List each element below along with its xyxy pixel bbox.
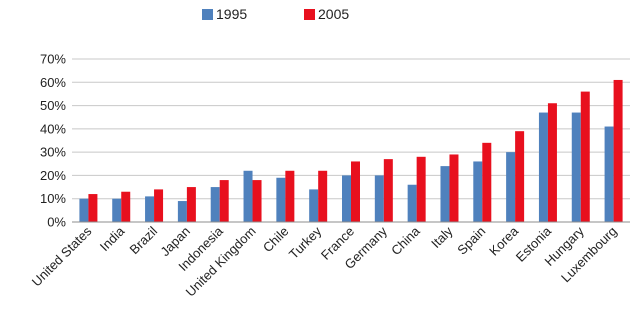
legend-label-1995: 1995 bbox=[216, 6, 247, 22]
bar-2005 bbox=[547, 103, 557, 222]
bar-2005 bbox=[154, 189, 164, 222]
bar-1995 bbox=[538, 112, 548, 222]
bar-1995 bbox=[604, 126, 614, 222]
bar-1995 bbox=[243, 170, 253, 222]
bar-1995 bbox=[177, 201, 187, 222]
bar-1995 bbox=[506, 152, 516, 222]
gridlines bbox=[72, 58, 630, 200]
bar-1995 bbox=[309, 189, 319, 222]
bar-2005 bbox=[121, 191, 131, 222]
bar-1995 bbox=[473, 161, 483, 222]
y-tick-label: 60% bbox=[40, 75, 66, 90]
y-tick-label: 20% bbox=[40, 168, 66, 183]
bar-2005 bbox=[416, 156, 426, 222]
bar-1995 bbox=[374, 175, 384, 222]
bar-1995 bbox=[440, 166, 450, 222]
y-tick-label: 0% bbox=[47, 215, 66, 230]
legend-swatch-2005 bbox=[304, 9, 315, 20]
bar-1995 bbox=[342, 175, 351, 222]
bar-2005 bbox=[252, 180, 262, 222]
bar-2005 bbox=[351, 161, 360, 222]
bar-2005 bbox=[383, 159, 393, 222]
legend: 1995 2005 bbox=[202, 6, 349, 22]
y-tick-label: 10% bbox=[40, 191, 66, 206]
bar-2005 bbox=[285, 170, 295, 222]
bar-2005 bbox=[219, 180, 229, 222]
bar-1995 bbox=[145, 196, 155, 222]
x-tick-label: Brazil bbox=[127, 223, 161, 257]
y-tick-label: 40% bbox=[40, 121, 66, 136]
x-axis-ticks: United States India BrazilJapanIndonesiaUn… bbox=[29, 223, 620, 300]
bar-2005 bbox=[318, 170, 328, 222]
bar-1995 bbox=[112, 198, 122, 222]
bar-2005 bbox=[88, 194, 98, 222]
bar-1995 bbox=[276, 177, 286, 222]
y-axis-ticks: 0% 10% 20% 30% 40% 50% 60% 70% bbox=[40, 52, 66, 230]
x-tick-label: United States bbox=[29, 223, 95, 289]
x-tick-label: Italy bbox=[428, 223, 456, 251]
legend-swatch-1995 bbox=[202, 9, 213, 20]
bar-2005 bbox=[580, 91, 590, 222]
legend-label-2005: 2005 bbox=[318, 6, 349, 22]
bars bbox=[79, 79, 623, 222]
bar-1995 bbox=[407, 184, 417, 222]
bar-2005 bbox=[449, 154, 459, 222]
x-tick-label: Turkey bbox=[286, 223, 325, 262]
y-tick-label: 70% bbox=[40, 52, 66, 67]
y-tick-label: 50% bbox=[40, 98, 66, 113]
bar-2005 bbox=[515, 131, 525, 222]
bar-2005 bbox=[186, 187, 196, 222]
bar-2005 bbox=[613, 79, 623, 222]
bar-1995 bbox=[571, 112, 581, 222]
y-tick-label: 30% bbox=[40, 145, 66, 160]
bar-1995 bbox=[79, 198, 89, 222]
x-tick-label: India bbox=[97, 223, 128, 254]
x-tick-label: Spain bbox=[454, 224, 488, 258]
bar-2005 bbox=[482, 142, 492, 222]
bar-1995 bbox=[210, 187, 220, 222]
x-tick-label: China bbox=[388, 223, 423, 258]
